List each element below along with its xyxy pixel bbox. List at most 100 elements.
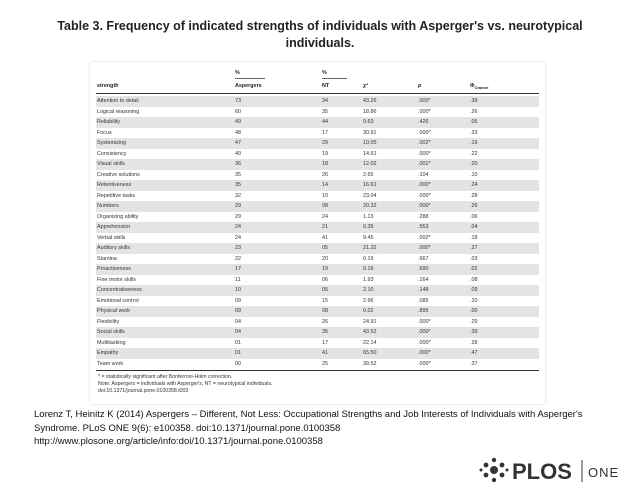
table-cell: 47: [235, 140, 241, 147]
header-rule: [96, 93, 539, 94]
table-cell: 22: [235, 255, 241, 262]
table-cell: 10: [322, 192, 328, 199]
table-cell: 21: [322, 224, 328, 231]
table-cell: .000*: [418, 108, 431, 115]
citation: Lorenz T, Heinitz K (2014) Aspergers – D…: [34, 408, 614, 449]
table-cell: 15: [322, 297, 328, 304]
table-cell: 09: [235, 308, 241, 315]
row-stripe: [96, 159, 539, 170]
table-cell: 18.86: [363, 108, 377, 115]
table-cell: 04: [235, 329, 241, 336]
table-cell: .104: [418, 171, 429, 178]
table-cell: 60: [235, 108, 241, 115]
table-cell: Numbers: [97, 203, 119, 210]
table-cell: 06: [322, 276, 328, 283]
table-cell: 26: [322, 171, 328, 178]
table-cell: 29: [235, 213, 241, 220]
table-cell: 01: [235, 350, 241, 357]
logo-text: PLOS: [512, 459, 572, 484]
table-cell: 2.96: [363, 297, 374, 304]
table-cell: .18: [470, 234, 478, 241]
table-cell: .148: [418, 287, 429, 294]
table-cell: .895: [418, 308, 429, 315]
table-cell: 0.35: [363, 224, 374, 231]
table-cell: .000*: [418, 318, 431, 325]
table-cell: .000*: [418, 98, 431, 105]
table-cell: Flexibility: [97, 318, 120, 325]
table-cell: .03: [470, 255, 478, 262]
table-cell: Reliability: [97, 119, 121, 126]
header-cell: strength: [97, 83, 119, 89]
table-cell: 0.02: [363, 308, 374, 315]
table-cell: 25: [322, 360, 328, 367]
table-cell: .06: [470, 213, 478, 220]
table-cell: .05: [470, 119, 478, 126]
table-cell: Retentiveness: [97, 182, 132, 189]
table-cell: .085: [418, 297, 429, 304]
table-cell: 35: [235, 182, 241, 189]
table-cell: 9.45: [363, 234, 374, 241]
rule: [322, 78, 347, 79]
table-cell: .10: [470, 171, 478, 178]
table-cell: 43.26: [363, 98, 377, 105]
table-cell: 48: [235, 129, 241, 136]
table-cell: .164: [418, 276, 429, 283]
table-cell: 0.16: [363, 266, 374, 273]
table-cell: .288: [418, 213, 429, 220]
table-cell: 44: [322, 119, 328, 126]
table-cell: Empathy: [97, 350, 119, 357]
table-cell: 24.91: [363, 318, 377, 325]
table-cell: Auditory skills: [97, 245, 130, 252]
table-cell: 10: [235, 287, 241, 294]
row-stripe: [96, 117, 539, 128]
table-cell: 00: [235, 360, 241, 367]
table-cell: .39: [470, 329, 478, 336]
table-cell: 16.61: [363, 182, 377, 189]
table-cell: 35: [322, 108, 328, 115]
table-cell: .09: [470, 287, 478, 294]
table-cell: .47: [470, 350, 478, 357]
citation-line: Lorenz T, Heinitz K (2014) Aspergers – D…: [34, 409, 583, 420]
table-cell: Emotional control: [97, 297, 139, 304]
table-cell: 43.52: [363, 329, 377, 336]
table-cell: Social skills: [97, 329, 125, 336]
table-cell: .000*: [418, 245, 431, 252]
table-cell: Organizing ability: [97, 213, 139, 220]
rule: [235, 78, 265, 79]
table-cell: .426: [418, 119, 429, 126]
table-cell: 1.93: [363, 276, 374, 283]
row-stripe: [96, 306, 539, 317]
table-cell: 73: [235, 98, 241, 105]
table-cell: 65.50: [363, 350, 377, 357]
table-cell: Apprehension: [97, 224, 131, 231]
table-cell: .000*: [418, 360, 431, 367]
table-cell: .33: [470, 129, 478, 136]
table-cell: 26: [322, 318, 328, 325]
table-cell: 08: [322, 203, 328, 210]
table-cell: 22.14: [363, 339, 377, 346]
table-cell: .000*: [418, 350, 431, 357]
table-cell: 08: [322, 308, 328, 315]
table-cell: .10: [470, 297, 478, 304]
table-cell: .000*: [418, 339, 431, 346]
table-cell: Repetitive tasks: [97, 192, 136, 199]
table-cell: 05: [322, 245, 328, 252]
header-symbol: Φ: [470, 83, 475, 89]
table-cell: Creative solutions: [97, 171, 140, 178]
table-cell: Visual skills: [97, 161, 125, 168]
table-cell: 19: [322, 150, 328, 157]
citation-line: Syndrome. PLoS ONE 9(6): e100358. doi:10…: [34, 422, 341, 434]
table-cell: 30.91: [363, 129, 377, 136]
row-stripe: [96, 285, 539, 296]
table-cell: .00: [470, 308, 478, 315]
row-stripe: [96, 180, 539, 191]
table-cell: .000*: [418, 329, 431, 336]
table-cell: 17: [322, 339, 328, 346]
table-cell: Systemizing: [97, 140, 127, 147]
table-cell: 36: [235, 161, 241, 168]
header-cell: χ²: [363, 83, 368, 89]
table-cell: .02: [470, 266, 478, 273]
table-cell: 14: [322, 182, 328, 189]
table-title: Table 3. Frequency of indicated strength…: [57, 19, 583, 50]
table: %% strength Aspergers NT χ² p ΦCramer Attention…: [90, 62, 545, 404]
